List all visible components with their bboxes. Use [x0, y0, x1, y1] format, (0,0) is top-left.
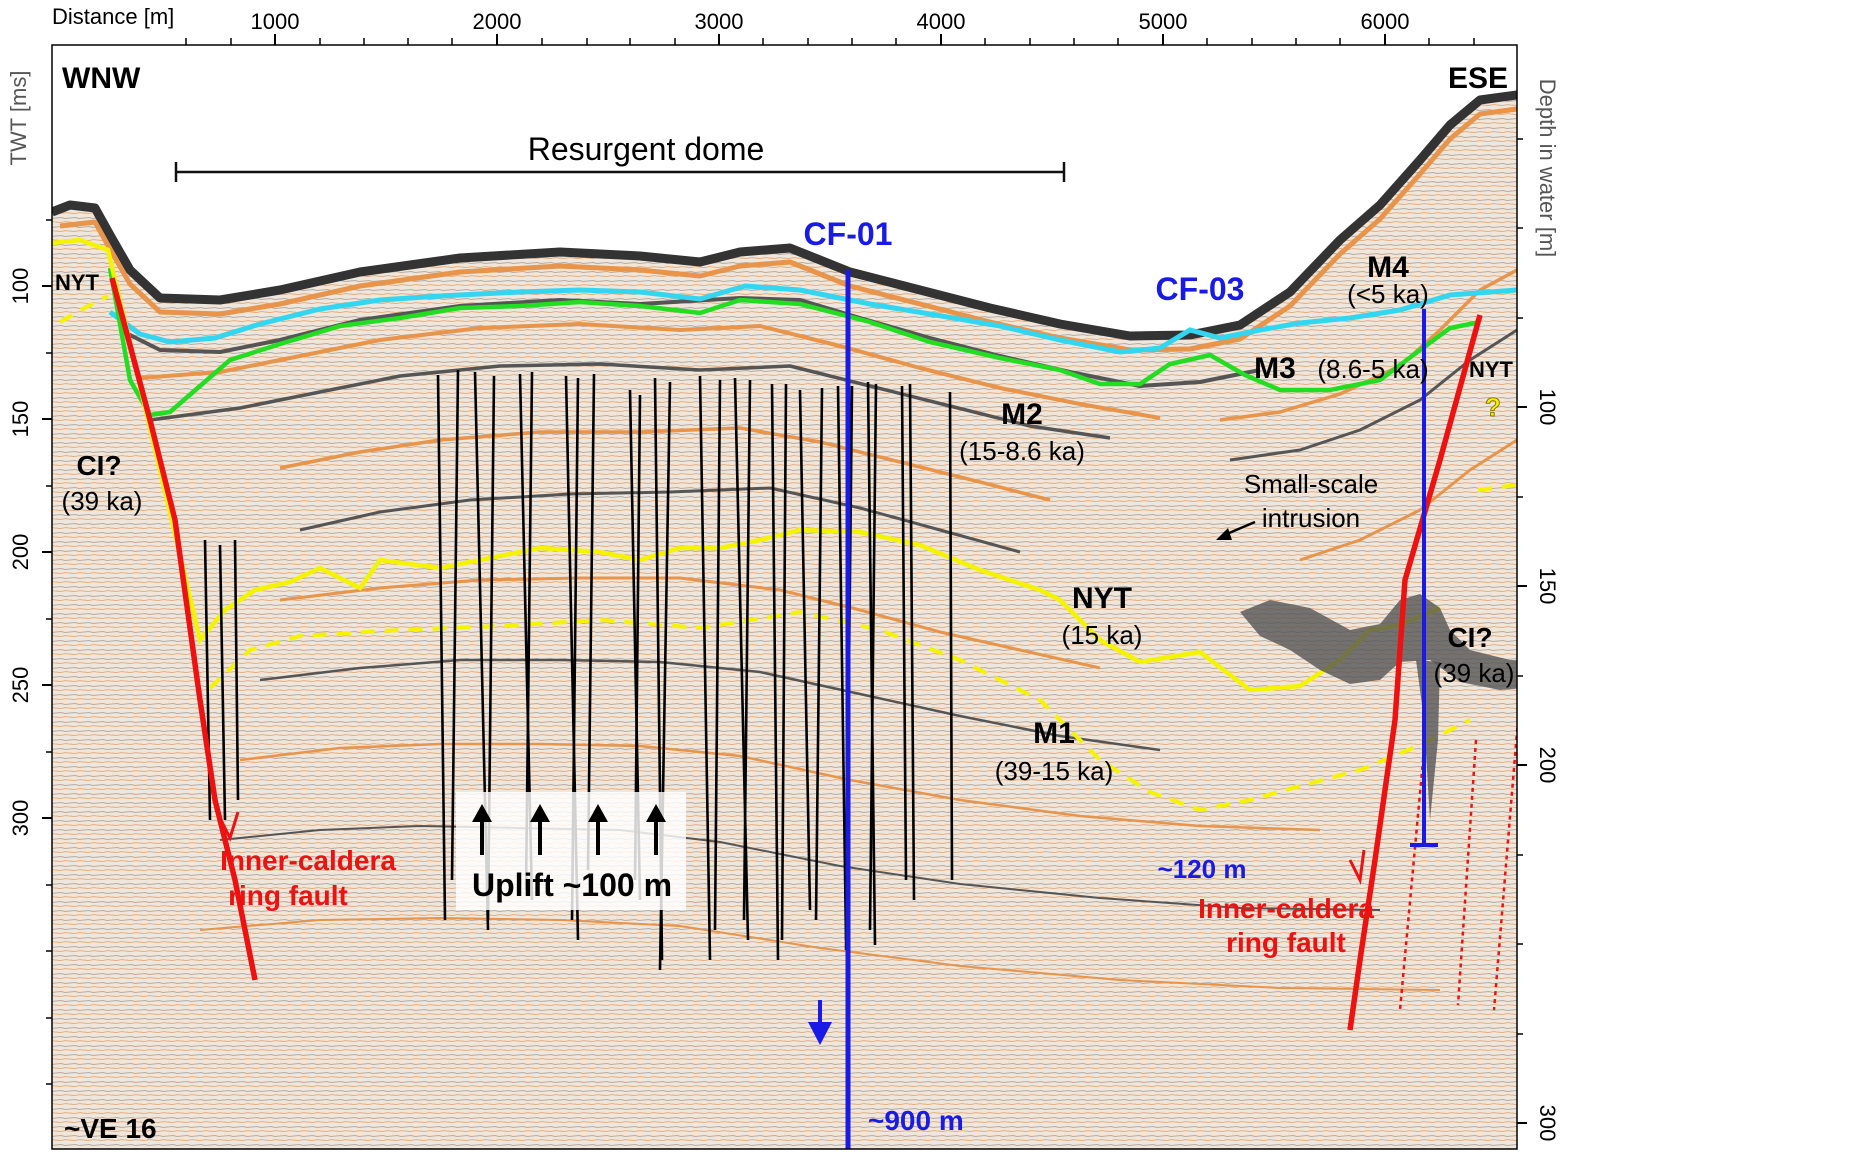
top-axis-major-ticks [274, 34, 1386, 45]
right-tick-label: 100 [1535, 389, 1560, 426]
intrusion-pointer-arrow [1216, 520, 1256, 540]
left-tick-label: 100 [8, 268, 33, 305]
left-axis-title: TWT [ms] [6, 71, 31, 166]
small-scale-intrusion [1240, 594, 1517, 690]
fault-right-label-line1: Inner-caldera [1198, 893, 1374, 924]
uplift-label-backdrop [456, 792, 686, 910]
cf03-label: CF-03 [1156, 271, 1245, 307]
right-axis: Depth in water [m] 100 150 200 300 [1517, 79, 1560, 1142]
ci-right-age: (39 ka) [1434, 658, 1515, 688]
cf01-continuation-arrow [808, 1000, 832, 1045]
m1-label: M1 [1033, 717, 1075, 750]
m4-age: (<5 ka) [1347, 279, 1429, 309]
resurgent-dome-label: Resurgent dome [528, 131, 765, 167]
left-tick-label: 250 [8, 667, 33, 704]
m3-label: M3 [1254, 352, 1296, 385]
secondary-fault-traces [1398, 719, 1517, 1011]
fault-slip-arrows [214, 809, 1366, 886]
cf01-label: CF-01 [804, 216, 893, 252]
left-axis: TWT [ms] 100 150 200 250 300 [6, 71, 52, 1085]
cf01-depth-label: ~900 m [868, 1105, 964, 1136]
orientation-left-label: WNW [62, 62, 141, 95]
right-tick-label: 200 [1535, 747, 1560, 784]
top-axis-minor-ticks [185, 38, 1475, 45]
m1-age: (39-15 ka) [995, 756, 1114, 786]
top-tick-label: 5000 [1139, 9, 1188, 34]
orientation-right-label: ESE [1448, 62, 1508, 95]
intrusion-label-line1: Small-scale [1244, 469, 1378, 499]
uplift-arrows [472, 804, 666, 855]
top-axis-title: Distance [m] [52, 4, 174, 29]
fault-left-label-line2: ring fault [228, 880, 348, 911]
fault-right-label-line2: ring fault [1226, 927, 1346, 958]
right-axis-title: Depth in water [m] [1535, 79, 1560, 258]
top-tick-label: 1000 [251, 9, 300, 34]
ci-left-label: CI? [76, 450, 121, 481]
resurgent-dome-extent-bar [174, 162, 1066, 182]
right-tick-label: 300 [1535, 1105, 1560, 1142]
inner-caldera-ring-fault-left [109, 277, 258, 981]
m2-label: M2 [1001, 398, 1043, 431]
ci-right-label: CI? [1447, 622, 1492, 653]
seismic-panel [52, 45, 1517, 1149]
nyt-horizon-dashed-dome [208, 609, 1471, 813]
m4-base-horizon [108, 283, 1517, 355]
nyt-left-label: NYT [55, 270, 100, 295]
uplift-label: Uplift ~100 m [472, 867, 672, 903]
inner-caldera-ring-fault-right [1347, 314, 1483, 1031]
question-mark-label: ? [1485, 392, 1501, 422]
top-axis: Distance [m] 1000 2000 3000 4000 5000 60… [52, 4, 1475, 45]
profile-labels: WNW ESE ~VE 16 Resurgent dome Uplift ~10… [55, 62, 1514, 1144]
m4-label: M4 [1367, 251, 1409, 284]
top-tick-label: 3000 [695, 9, 744, 34]
left-tick-label: 300 [8, 800, 33, 837]
nyt-horizon-dashed-right [1477, 483, 1517, 492]
left-tick-label: 200 [8, 534, 33, 571]
nyt-right-label: NYT [1469, 357, 1514, 382]
dome-faults [203, 369, 954, 971]
cf03-depth-label: ~120 m [1158, 854, 1247, 884]
top-tick-label: 2000 [473, 9, 522, 34]
left-tick-label: 150 [8, 401, 33, 438]
ci-left-age: (39 ka) [62, 486, 143, 516]
top-tick-label: 6000 [1361, 9, 1410, 34]
profile-frame [51, 44, 1518, 1150]
right-tick-label: 150 [1535, 568, 1560, 605]
nyt-center-age: (15 ka) [1062, 620, 1143, 650]
intrusion-label-line2: intrusion [1262, 503, 1360, 533]
ve-label: ~VE 16 [64, 1113, 157, 1144]
nyt-horizon [52, 237, 1441, 693]
m2-age: (15-8.6 ka) [959, 436, 1085, 466]
fault-left-label-line1: Inner-caldera [220, 845, 396, 876]
top-tick-label: 4000 [917, 9, 966, 34]
nyt-horizon-dashed-left [59, 294, 109, 324]
m3-base-horizon [107, 267, 1481, 418]
nyt-center-label: NYT [1072, 582, 1132, 615]
m3-age: (8.6-5 ka) [1317, 354, 1428, 384]
sediment-bands [52, 90, 1517, 991]
